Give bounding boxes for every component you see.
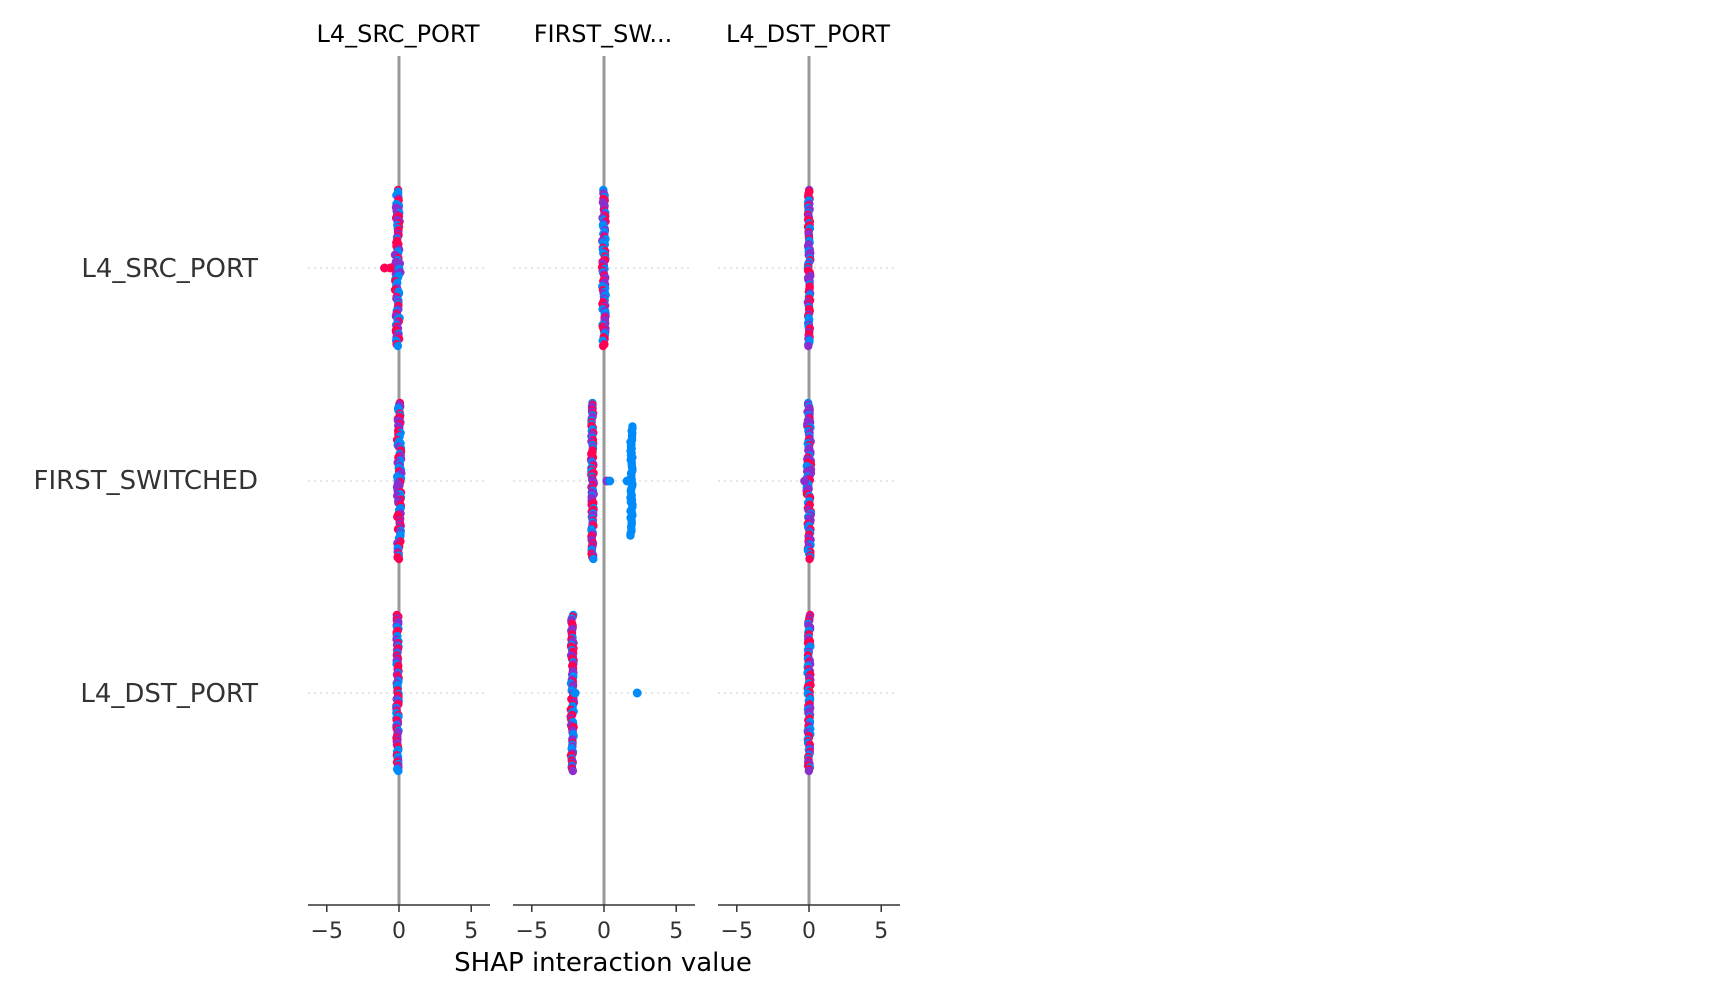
point-r2-c2-outlier-2: [605, 476, 615, 486]
x-tick-label-c2-1: −5: [516, 919, 548, 944]
x-tick-label-c3-2: 0: [802, 919, 816, 944]
x-tick-label-c3-1: −5: [721, 919, 753, 944]
row-label-1: L4_SRC_PORT: [81, 254, 258, 284]
x-tick-label-c1-3: 5: [464, 919, 478, 944]
point-r2-c2-outlier-3: [622, 476, 632, 486]
point-r2-c2-cluster: [626, 531, 635, 540]
point-r2-c3: [805, 554, 814, 564]
column-title-3: L4_DST_PORT: [726, 20, 890, 48]
x-axis-title: SHAP interaction value: [454, 948, 752, 978]
point-r3-c2-outlier-2: [632, 688, 642, 698]
row-label-3: L4_DST_PORT: [80, 679, 258, 709]
point-r1-c2: [598, 341, 608, 351]
x-tick-label-c2-3: 5: [669, 919, 683, 944]
column-title-1: L4_SRC_PORT: [316, 20, 479, 48]
x-tick-label-c1-2: 0: [392, 919, 406, 944]
point-r2-c2: [589, 554, 598, 564]
x-tick-label-c3-3: 5: [874, 919, 888, 944]
point-r2-c3-outlier-1: [800, 476, 810, 486]
x-tick-label-c1-1: −5: [311, 919, 343, 944]
point-r3-c2: [568, 766, 578, 776]
point-r3-c1: [394, 766, 403, 776]
axis-layer: −5 0 5 −5 0 5 −5 0 5: [308, 904, 900, 944]
x-tick-label-c2-2: 0: [597, 919, 611, 944]
row-label-2: FIRST_SWITCHED: [34, 466, 258, 496]
column-title-2: FIRST_SW...: [534, 20, 673, 48]
point-r3-c2-outlier-1: [570, 688, 580, 698]
point-r1-c1-outlier-2: [385, 263, 395, 273]
point-r3-c3: [804, 766, 814, 776]
points-layer: [380, 185, 816, 776]
point-r1-c3: [804, 341, 813, 351]
point-r2-c1: [394, 554, 404, 564]
point-r1-c1: [393, 341, 403, 351]
